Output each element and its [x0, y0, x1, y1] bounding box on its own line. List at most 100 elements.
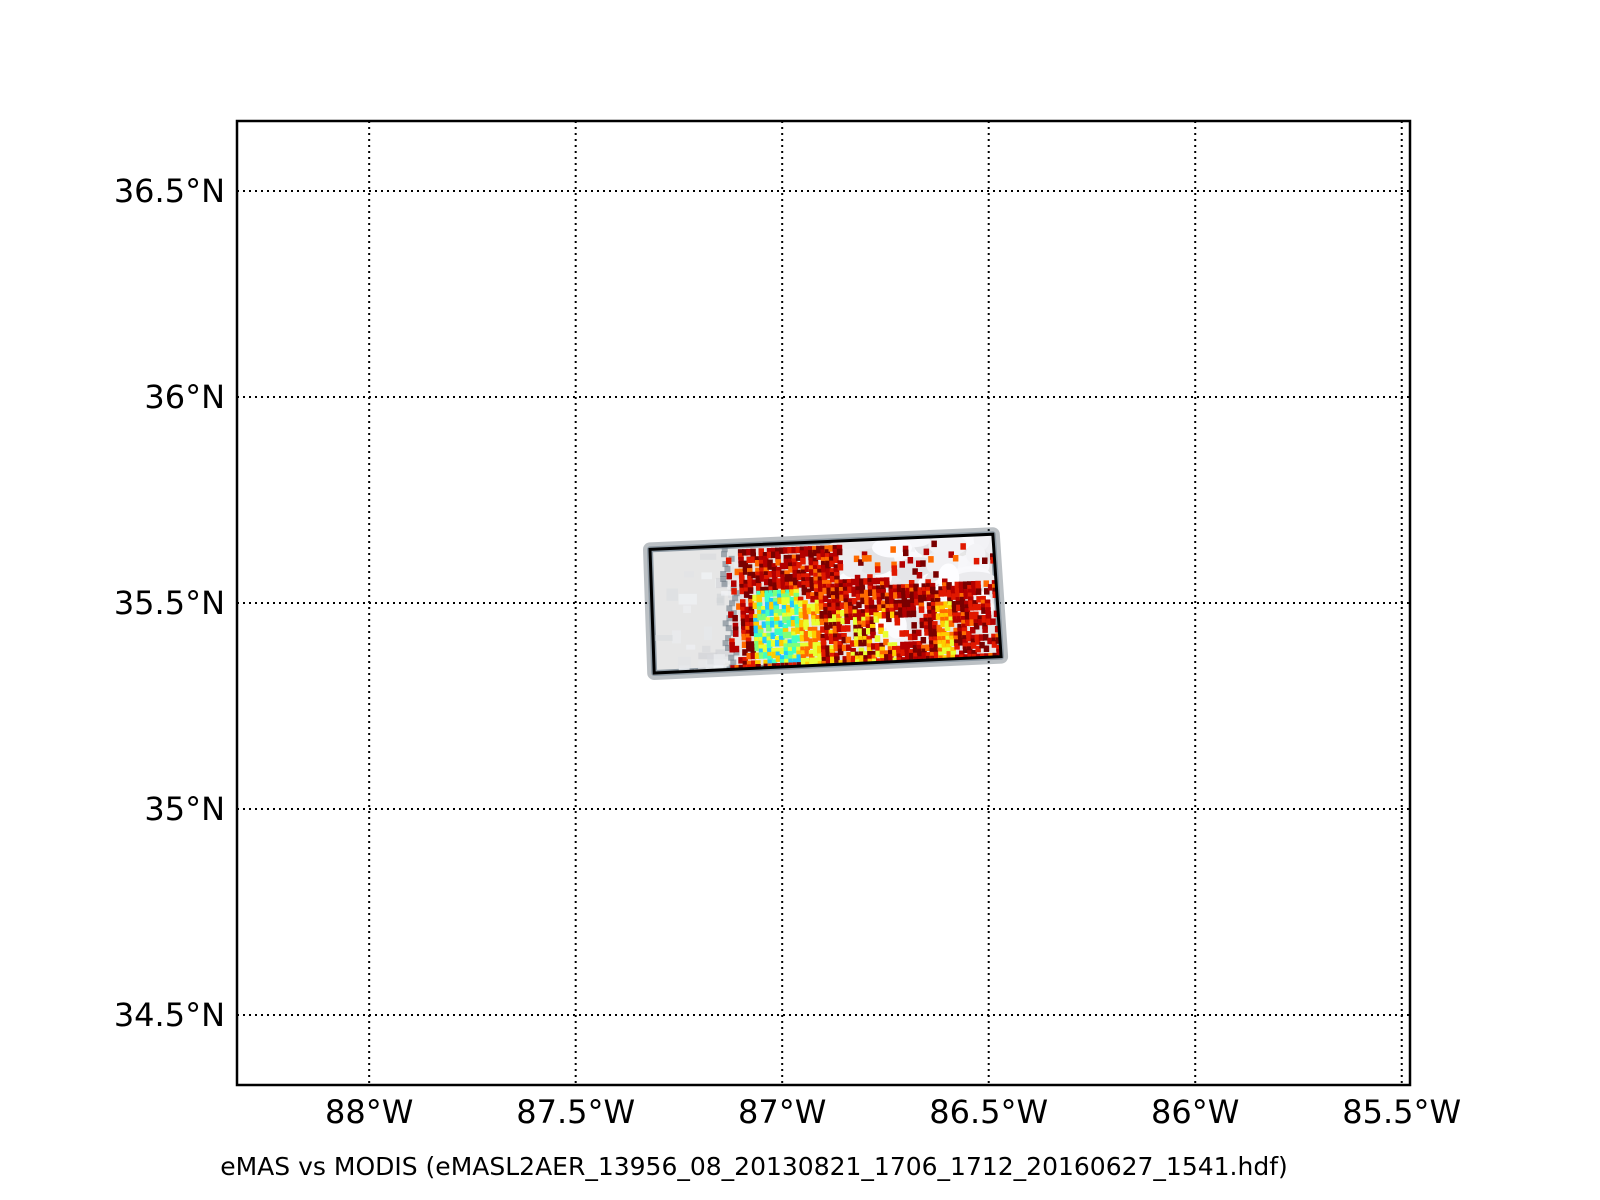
aerosol-pixel	[759, 567, 765, 574]
aerosol-pixel	[941, 636, 947, 643]
aerosol-pixel	[747, 568, 753, 575]
aerosol-pixel	[868, 601, 875, 608]
aerosol-pixel	[816, 549, 822, 557]
aerosol-pixel	[875, 650, 881, 658]
swath-shade-pixel	[686, 644, 696, 650]
aerosol-pixel	[725, 557, 732, 564]
aerosol-pixel	[945, 635, 951, 643]
aerosol-pixel	[817, 645, 823, 653]
aerosol-pixel	[985, 603, 991, 610]
aerosol-pixel	[940, 616, 946, 624]
aerosol-pixel	[809, 569, 815, 576]
aerosol-pixel	[742, 660, 749, 668]
aerosol-pixel	[791, 554, 798, 561]
aerosol-pixel	[783, 643, 789, 650]
aerosol-pixel	[782, 612, 788, 620]
aerosol-pixel	[834, 579, 840, 586]
aerosol-pixel	[789, 597, 796, 604]
aerosol-pixel	[817, 576, 824, 583]
aerosol-pixel	[843, 590, 849, 598]
aerosol-pixel	[775, 551, 781, 558]
aerosol-pixel	[861, 612, 867, 620]
aerosol-pixel	[896, 584, 903, 591]
aerosol-pixel	[882, 631, 889, 638]
aerosol-pixel	[742, 568, 749, 575]
aerosol-pixel	[758, 556, 765, 563]
aerosol-pixel	[788, 577, 795, 585]
swath-cloud-pixel	[928, 534, 968, 557]
aerosol-pixel	[755, 579, 762, 586]
aerosol-pixel	[949, 631, 955, 639]
aerosol-pixel	[852, 617, 859, 624]
aerosol-pixel	[758, 633, 764, 640]
aerosol-pixel	[740, 606, 746, 614]
aerosol-pixel	[961, 631, 968, 638]
aerosol-pixel	[950, 647, 956, 654]
aerosol-pixel	[884, 581, 890, 588]
aerosol-pixel	[924, 625, 930, 632]
aerosol-pixel	[942, 582, 948, 589]
aerosol-pixel	[879, 650, 886, 657]
aerosol-pixel	[906, 610, 913, 618]
aerosol-pixel	[734, 568, 741, 576]
swath-shade-pixel	[730, 610, 737, 617]
aerosol-pixel	[839, 602, 846, 609]
aerosol-pixel	[975, 645, 981, 653]
aerosol-pixel	[824, 630, 830, 637]
aerosol-pixel	[755, 571, 761, 579]
aerosol-pixel	[908, 641, 914, 648]
aerosol-pixel	[848, 605, 854, 613]
aerosol-pixel	[795, 623, 801, 631]
aerosol-pixel	[906, 603, 912, 610]
aerosol-pixel	[757, 625, 764, 632]
aerosol-pixel	[867, 585, 874, 593]
aerosol-pixel	[731, 588, 737, 595]
aerosol-pixel	[894, 619, 901, 626]
aerosol-pixel	[969, 619, 975, 626]
aerosol-pixel	[956, 612, 962, 619]
aerosol-pixel	[787, 554, 794, 562]
aerosol-pixel	[824, 622, 830, 629]
aerosol-pixel	[750, 648, 756, 656]
aerosol-pixel	[740, 610, 746, 618]
aerosol-pixel	[934, 651, 940, 659]
aerosol-pixel	[817, 568, 823, 576]
aerosol-pixel	[939, 609, 946, 616]
aerosol-pixel	[992, 583, 998, 591]
aerosol-pixel	[905, 584, 911, 591]
aerosol-pixel	[979, 641, 985, 649]
aerosol-pixel	[904, 649, 911, 656]
aerosol-pixel	[981, 615, 988, 622]
aerosol-pixel	[822, 580, 828, 587]
aerosol-pixel	[764, 578, 770, 586]
aerosol-pixel	[897, 588, 903, 595]
aerosol-pixel	[813, 649, 819, 657]
aerosol-pixel	[791, 631, 797, 638]
aerosol-pixel	[732, 626, 739, 633]
aerosol-pixel	[916, 560, 922, 567]
aerosol-pixel	[929, 640, 935, 647]
aerosol-pixel	[868, 597, 874, 604]
aerosol-pixel	[892, 588, 899, 595]
aerosol-pixel	[784, 655, 790, 662]
aerosol-pixel	[962, 638, 968, 646]
aerosol-pixel	[787, 647, 794, 654]
lon-tick-label: 86.5°W	[929, 1093, 1048, 1131]
aerosol-pixel	[981, 618, 988, 626]
aerosol-pixel	[937, 632, 943, 639]
aerosol-pixel	[810, 607, 817, 614]
aerosol-pixel	[985, 614, 992, 622]
aerosol-pixel	[771, 563, 778, 570]
aerosol-pixel	[821, 645, 827, 652]
aerosol-pixel	[782, 624, 789, 631]
aerosol-pixel	[913, 652, 919, 660]
aerosol-pixel	[869, 620, 876, 627]
aerosol-pixel	[833, 633, 839, 640]
aerosol-pixel	[937, 640, 943, 647]
aerosol-pixel	[991, 633, 997, 641]
aerosol-pixel	[868, 604, 875, 612]
aerosol-pixel	[829, 556, 835, 564]
aerosol-pixel	[959, 585, 965, 592]
aerosol-pixel	[806, 607, 813, 615]
aerosol-pixel	[917, 652, 923, 659]
